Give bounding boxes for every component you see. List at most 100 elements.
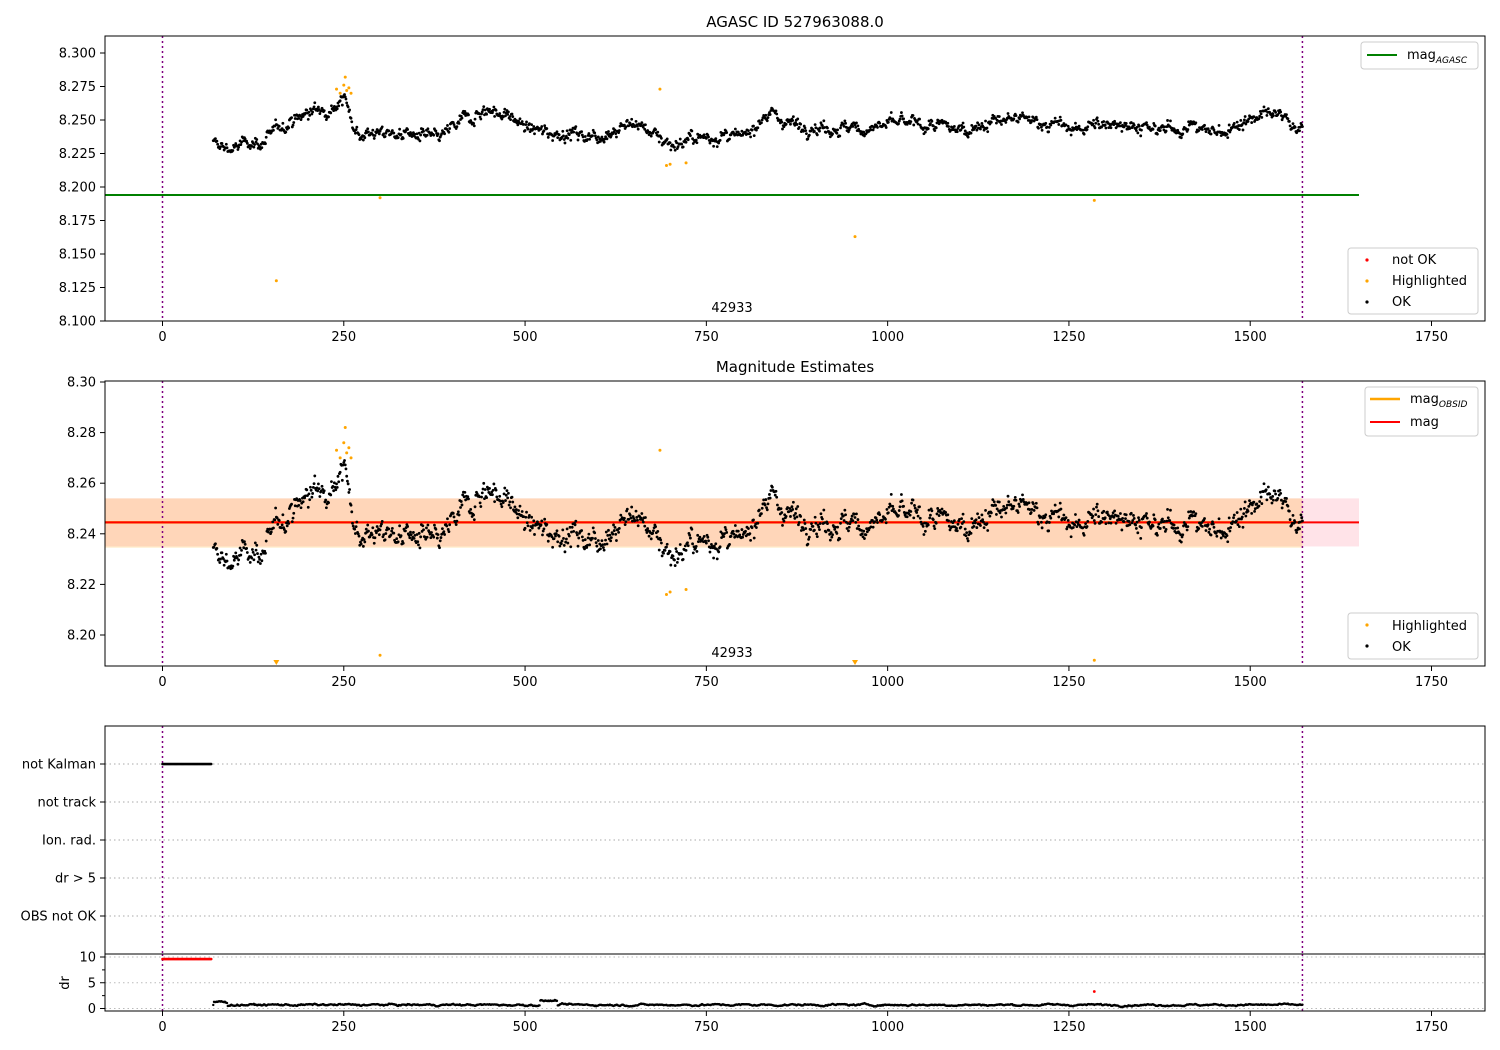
- ok-point: [1301, 125, 1304, 128]
- ok-point: [422, 528, 425, 532]
- ok-point: [669, 563, 673, 567]
- ok-point: [791, 119, 795, 122]
- ok-point: [525, 120, 528, 124]
- ok-point: [752, 124, 755, 128]
- below-range-marker: [273, 660, 280, 665]
- ok-point: [532, 519, 536, 523]
- ok-point: [219, 145, 222, 149]
- ok-point: [254, 548, 258, 552]
- ok-point: [251, 550, 255, 554]
- ok-point: [760, 118, 764, 122]
- ok-point: [308, 498, 312, 502]
- ok-point: [485, 496, 489, 499]
- ok-point: [1120, 528, 1124, 532]
- ok-point: [969, 131, 973, 135]
- ok-point: [452, 123, 456, 126]
- ok-point: [1069, 133, 1073, 137]
- ok-point: [955, 526, 958, 530]
- ok-point: [1165, 519, 1169, 523]
- ok-point: [963, 527, 967, 531]
- ok-point: [508, 115, 512, 118]
- mag-estimates-title: Magnitude Estimates: [716, 358, 874, 376]
- ok-point: [430, 531, 433, 534]
- ok-point: [537, 526, 541, 530]
- x-tick-label: 0: [158, 330, 166, 345]
- ok-point: [264, 135, 268, 139]
- ok-point: [789, 122, 792, 126]
- ok-point: [822, 508, 826, 512]
- ok-point: [312, 105, 316, 109]
- agasc-title: AGASC ID 527963088.0: [706, 13, 884, 31]
- ok-point: [1105, 510, 1109, 514]
- ok-point: [1219, 536, 1223, 540]
- ok-point: [1093, 521, 1097, 525]
- ok-point: [803, 522, 807, 525]
- ok-point: [1211, 520, 1214, 524]
- ok-point: [1045, 520, 1049, 524]
- ok-point: [380, 520, 384, 523]
- ok-point: [389, 533, 393, 537]
- ok-point: [665, 545, 668, 549]
- ok-point: [583, 538, 587, 541]
- ok-point: [350, 120, 354, 124]
- ok-point: [1121, 517, 1124, 520]
- ok-point: [1107, 126, 1111, 130]
- ok-point: [873, 125, 876, 129]
- ok-point: [1094, 121, 1098, 125]
- ok-point: [577, 536, 581, 540]
- ok-point: [826, 522, 829, 526]
- ok-point: [630, 117, 634, 121]
- agasc-legend-line-label: magAGASC: [1407, 48, 1468, 66]
- ok-point: [603, 137, 607, 141]
- ok-point: [1179, 136, 1183, 140]
- ok-point: [636, 518, 639, 522]
- ok-point: [1050, 509, 1053, 513]
- ok-point: [1248, 499, 1251, 503]
- ok-point: [1012, 117, 1016, 121]
- ok-point: [281, 121, 285, 125]
- ok-point: [718, 138, 722, 142]
- ok-point: [1288, 124, 1292, 128]
- ok-point: [433, 523, 436, 527]
- ok-point: [834, 525, 837, 529]
- ok-point: [266, 530, 270, 534]
- ok-point: [900, 114, 904, 118]
- ok-point: [1124, 121, 1128, 125]
- ok-point: [515, 512, 519, 516]
- ok-point: [299, 118, 303, 122]
- ok-point: [936, 507, 940, 510]
- ok-point: [995, 513, 998, 516]
- ok-point: [768, 113, 772, 116]
- ok-point: [407, 533, 411, 537]
- mag-estimates-axes-frame: [104, 380, 1486, 667]
- ok-point: [1074, 513, 1077, 516]
- ok-point: [651, 531, 655, 535]
- ok-point: [363, 136, 367, 140]
- ok-point: [565, 134, 568, 138]
- ok-point: [557, 133, 561, 137]
- ok-point: [565, 537, 568, 541]
- ok-point: [909, 510, 913, 513]
- ok-point: [634, 119, 638, 123]
- ok-point: [401, 541, 405, 545]
- ok-point: [315, 486, 319, 490]
- ok-point: [1043, 515, 1047, 519]
- ok-point: [1030, 119, 1034, 122]
- ok-point: [715, 145, 719, 149]
- ok-point: [1164, 129, 1168, 133]
- ok-point: [419, 535, 423, 539]
- ok-point: [372, 137, 376, 140]
- ok-point: [586, 543, 589, 547]
- ok-point: [274, 118, 278, 122]
- ok-point: [447, 530, 451, 534]
- ok-point: [1253, 509, 1256, 513]
- ok-point: [499, 502, 503, 506]
- ok-point: [214, 542, 217, 546]
- ok-point: [1111, 511, 1115, 515]
- ok-point: [333, 485, 337, 489]
- ok-point: [791, 500, 795, 504]
- ok-point: [1058, 501, 1062, 505]
- x-tick-label: 1250: [1052, 675, 1085, 690]
- ok-point: [762, 498, 766, 502]
- dr-red-point: [1092, 990, 1096, 993]
